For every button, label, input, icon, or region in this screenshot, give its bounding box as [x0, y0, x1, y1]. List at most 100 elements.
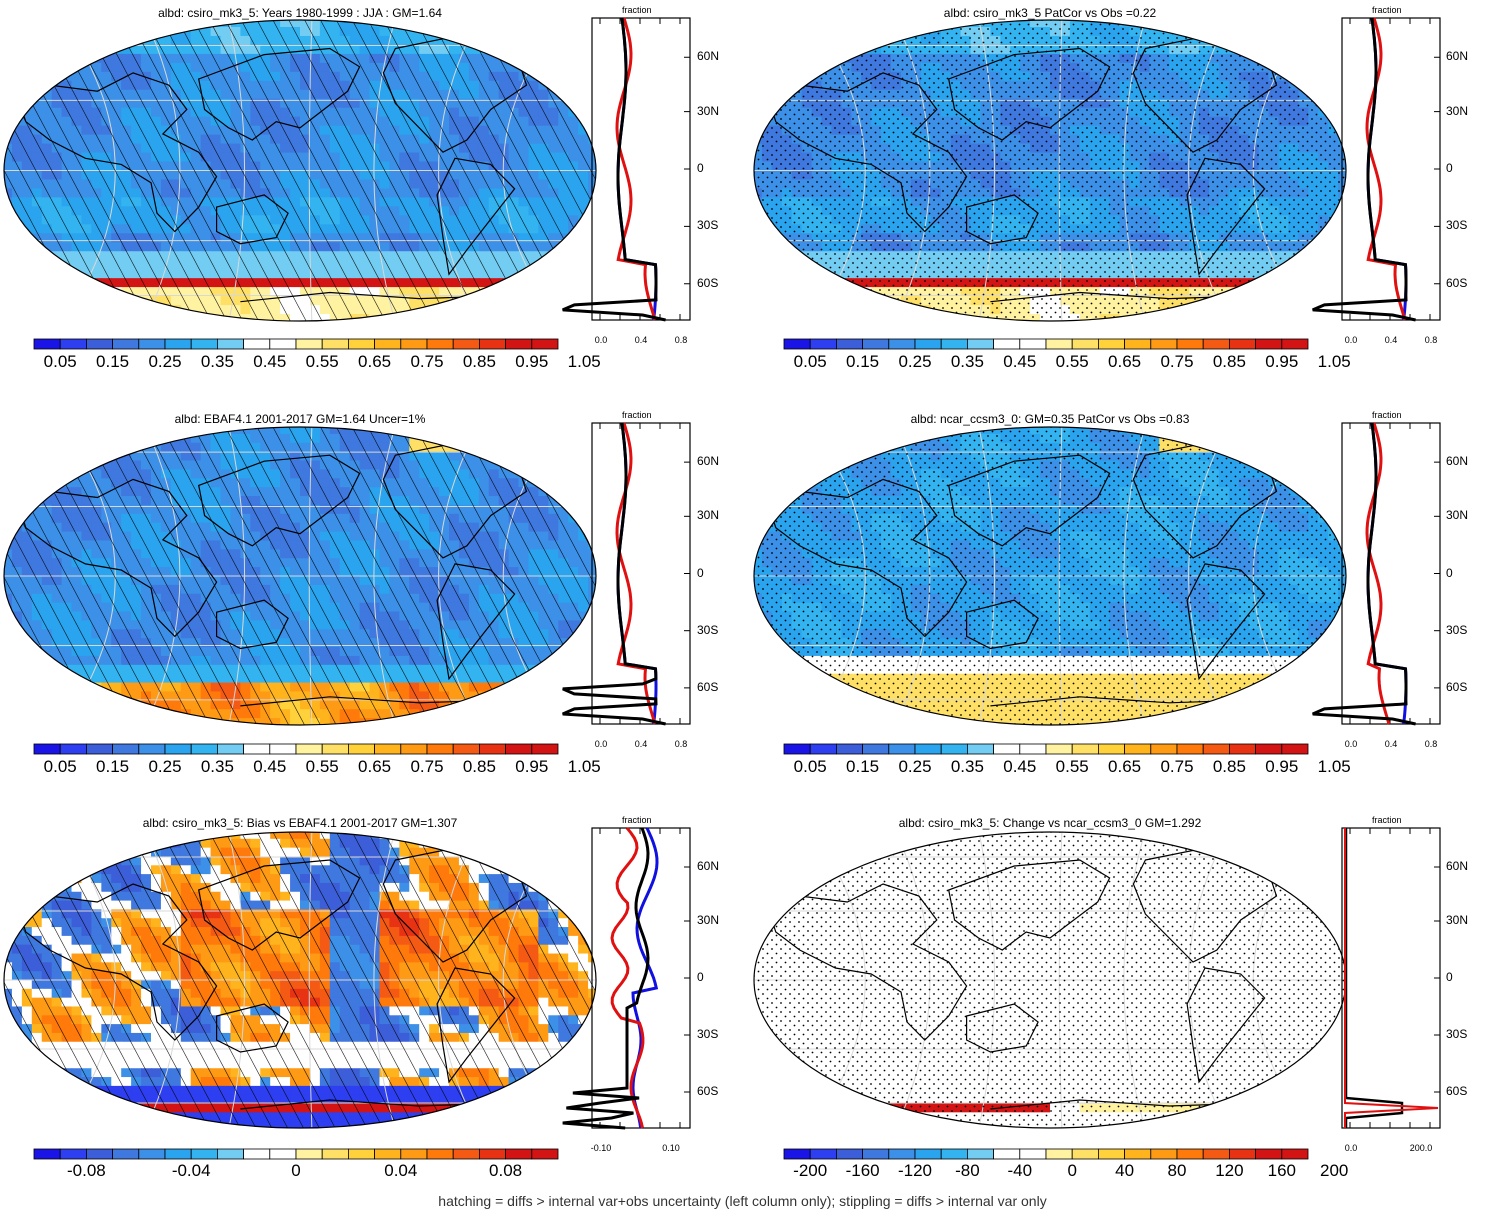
field-cell: [1278, 287, 1289, 297]
field-cell: [851, 296, 862, 306]
field-cell: [578, 62, 589, 73]
field-cell: [558, 451, 569, 462]
field-cell: [429, 20, 440, 28]
field-cell: [51, 44, 63, 55]
significance-stippling: [754, 20, 1346, 321]
field-cell: [151, 314, 162, 321]
field-cell: [458, 314, 470, 321]
field-cell: [538, 451, 549, 462]
field-cell: [781, 71, 793, 82]
field-cell: [851, 287, 862, 297]
field-cell: [111, 35, 122, 46]
field-cell: [488, 427, 500, 435]
field-cell: [1248, 35, 1260, 46]
field-cell: [831, 287, 842, 297]
colorbar-box: [1176, 338, 1204, 350]
field-cell: [4, 44, 13, 55]
field-cell: [1218, 35, 1230, 46]
significance-hatching: [4, 20, 596, 321]
field-cell: [488, 305, 500, 315]
field-cell: [11, 260, 23, 270]
field-cell: [1228, 26, 1240, 37]
field-cell: [478, 296, 490, 306]
field-cell: [578, 71, 589, 82]
field-cell: [11, 305, 23, 315]
field-cell: [558, 20, 569, 28]
field-cell: [548, 460, 559, 471]
field-cell: [548, 433, 559, 444]
field-cell: [548, 442, 559, 453]
field-cell: [781, 305, 793, 315]
field-cell: [4, 242, 13, 252]
field-cell: [508, 287, 520, 297]
field-cell: [200, 427, 212, 435]
field-cell: [419, 427, 430, 435]
field-cell: [558, 460, 569, 471]
field-cell: [71, 35, 83, 46]
colorbar-tick-label: 0.75: [1160, 352, 1194, 371]
field-cell: [449, 314, 460, 321]
profile-curve: [1312, 17, 1416, 322]
field-cell: [101, 427, 112, 435]
field-cell: [831, 44, 842, 55]
field-cell: [754, 269, 763, 279]
map-border: [3, 19, 597, 322]
profile-curve: [615, 17, 657, 321]
field-cell: [61, 20, 73, 28]
field-cell: [1218, 26, 1230, 37]
field-cell: [548, 314, 559, 321]
field-cell: [558, 478, 569, 488]
field-cell: [101, 314, 112, 321]
field-cell: [1258, 35, 1270, 46]
field-cell: [558, 80, 569, 91]
field-cell: [538, 269, 549, 279]
field-cell: [449, 20, 460, 28]
field-cell: [51, 296, 63, 306]
field-cell: [439, 314, 450, 321]
field-cell: [1328, 35, 1339, 46]
field-cell: [801, 20, 813, 28]
field-cell: [538, 71, 549, 82]
colorbar-box: [783, 338, 811, 350]
field-cell: [41, 251, 53, 261]
field-cell: [548, 251, 559, 261]
field-cell: [1308, 260, 1319, 270]
field-cell: [771, 251, 783, 261]
field-cell: [1308, 62, 1319, 73]
field-cell: [141, 433, 152, 444]
field-cell: [1199, 305, 1210, 315]
field-cell: [1218, 314, 1230, 321]
field-cell: [31, 305, 43, 315]
field-cell: [41, 296, 53, 306]
field-cell: [190, 20, 202, 28]
field-cell: [31, 62, 43, 73]
field-cell: [151, 305, 162, 315]
field-cell: [4, 442, 13, 453]
field-cell: [754, 224, 763, 234]
field-cell: [508, 20, 520, 28]
field-cell: [568, 460, 579, 471]
field-cell: [498, 20, 510, 28]
map-title: albd: EBAF4.1 2001-2017 GM=1.64 Uncer=1%: [174, 412, 426, 426]
field-cell: [781, 314, 793, 321]
field-cell: [71, 305, 83, 315]
field-cell: [1248, 287, 1260, 297]
field-cell: [801, 287, 813, 297]
field-cell: [801, 26, 813, 37]
colorbar-tick-label: 0.75: [410, 352, 444, 371]
field-cell: [4, 125, 13, 136]
field-cell: [498, 287, 510, 297]
field-cell: [801, 296, 813, 306]
field-cell: [488, 296, 500, 306]
field-cell: [4, 469, 13, 479]
field-cell: [11, 107, 23, 118]
field-cell: [180, 20, 192, 28]
field-cell: [761, 53, 773, 64]
field-cell: [754, 71, 763, 82]
field-cell: [21, 442, 33, 453]
field-cell: [81, 20, 92, 28]
field-cell: [1268, 26, 1280, 37]
field-cell: [399, 427, 410, 435]
field-cell: [21, 269, 33, 279]
field-cell: [578, 469, 589, 479]
